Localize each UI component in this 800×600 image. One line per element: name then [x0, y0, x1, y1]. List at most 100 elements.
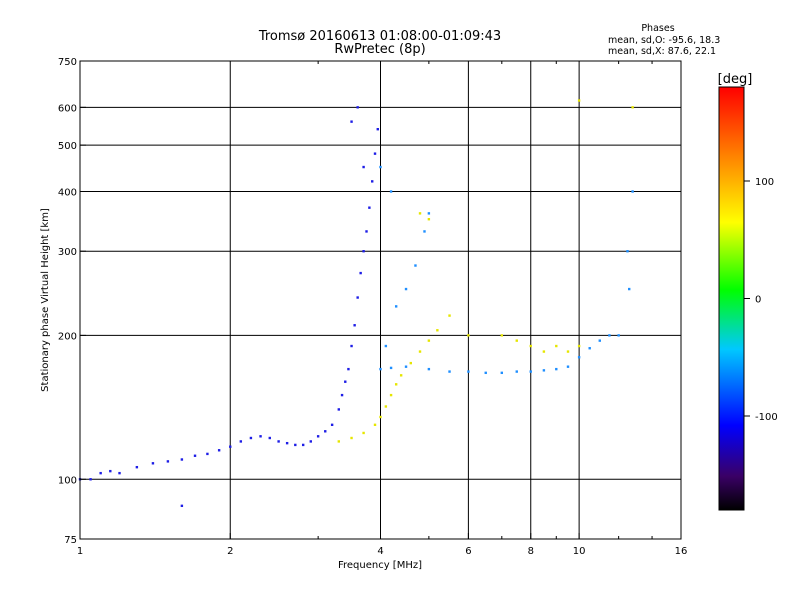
- data-point: [368, 206, 371, 209]
- data-point: [542, 369, 546, 372]
- data-point: [217, 449, 221, 452]
- data-point: [362, 165, 365, 169]
- data-point: [285, 441, 289, 445]
- data-point: [379, 367, 382, 371]
- data-point: [529, 370, 532, 373]
- data-point: [427, 218, 431, 221]
- data-point: [362, 431, 365, 435]
- grid-lines: [80, 61, 681, 539]
- x-axis-label: Frequency [MHz]: [338, 560, 422, 571]
- data-point: [427, 367, 431, 371]
- y-tick-label: 500: [58, 141, 77, 152]
- data-point: [423, 230, 426, 233]
- data-point: [337, 408, 341, 411]
- data-point: [467, 370, 470, 373]
- data-point: [324, 430, 327, 433]
- data-point: [631, 190, 634, 193]
- stats-heading: Phases: [641, 23, 674, 34]
- data-point: [418, 350, 422, 353]
- data-point: [389, 190, 393, 193]
- y-tick-label: 400: [58, 187, 77, 198]
- data-point: [566, 365, 570, 368]
- data-point: [414, 264, 417, 267]
- colorbar-tick-label: -100: [755, 412, 778, 423]
- data-point: [362, 250, 365, 253]
- data-point: [448, 314, 451, 317]
- data-point: [500, 334, 504, 337]
- data-point: [109, 469, 112, 473]
- data-point: [166, 460, 170, 463]
- colorbar: [718, 86, 745, 511]
- data-point: [608, 334, 611, 337]
- data-point: [340, 393, 344, 397]
- data-point: [344, 380, 347, 383]
- data-point: [577, 356, 581, 359]
- y-tick-label: 75: [64, 535, 77, 546]
- x-tick-label: 6: [465, 546, 471, 557]
- data-point: [399, 374, 403, 377]
- data-point: [409, 361, 412, 365]
- data-point: [631, 106, 634, 109]
- data-point: [249, 436, 253, 440]
- data-point: [555, 367, 558, 371]
- data-point: [500, 371, 504, 375]
- data-point: [294, 443, 297, 447]
- data-point: [180, 458, 184, 461]
- data-point: [356, 296, 359, 299]
- data-point: [418, 212, 422, 215]
- colorbar-ticks: 100 0 -100: [744, 177, 778, 423]
- data-point: [180, 504, 184, 508]
- data-point: [626, 250, 629, 253]
- data-point: [427, 212, 431, 215]
- data-point: [484, 371, 487, 375]
- data-point: [316, 435, 320, 438]
- y-axis-ticks: 75 100 200 300 400 500 600 750: [58, 57, 86, 546]
- stats-o: mean, sd,O: -95.6, 18.3: [608, 35, 720, 46]
- data-point: [350, 436, 353, 440]
- x-axis-ticks: 1 2 4 6 8 10 16: [77, 61, 687, 557]
- data-point: [467, 334, 470, 337]
- data-point: [515, 370, 518, 373]
- data-point: [566, 350, 570, 353]
- data-point: [617, 334, 620, 337]
- data-point: [350, 120, 353, 123]
- data-point: [371, 180, 374, 183]
- data-point: [89, 478, 92, 481]
- data-point: [229, 445, 232, 448]
- y-tick-label: 200: [58, 331, 77, 342]
- data-point: [379, 165, 382, 169]
- y-tick-label: 300: [58, 247, 77, 258]
- data-point: [379, 415, 382, 419]
- data-point: [373, 152, 377, 155]
- data-point: [135, 465, 139, 469]
- data-point: [529, 344, 532, 348]
- data-point: [542, 350, 546, 353]
- data-point: [193, 454, 197, 457]
- data-point: [309, 440, 312, 443]
- data-point: [353, 324, 356, 327]
- data-point: [384, 344, 388, 348]
- data-point: [277, 440, 280, 443]
- data-point: [359, 271, 362, 275]
- data-point: [628, 287, 631, 291]
- data-point: [389, 393, 393, 397]
- data-point: [577, 99, 581, 102]
- y-tick-label: 600: [58, 103, 77, 114]
- data-point: [448, 370, 451, 373]
- data-point: [404, 287, 408, 291]
- data-point: [394, 305, 398, 308]
- colorbar-title: [deg]: [718, 72, 753, 87]
- data-point: [598, 339, 601, 342]
- x-tick-label: 4: [377, 546, 383, 557]
- data-point: [577, 344, 581, 348]
- data-point: [376, 127, 379, 131]
- data-point: [389, 366, 393, 370]
- data-point: [394, 383, 398, 386]
- data-point: [99, 471, 102, 475]
- data-point: [259, 435, 262, 438]
- data-point: [118, 471, 121, 475]
- data-point: [373, 423, 377, 427]
- data-point: [555, 344, 558, 348]
- stats-x: mean, sd,X: 87.6, 22.1: [608, 46, 716, 57]
